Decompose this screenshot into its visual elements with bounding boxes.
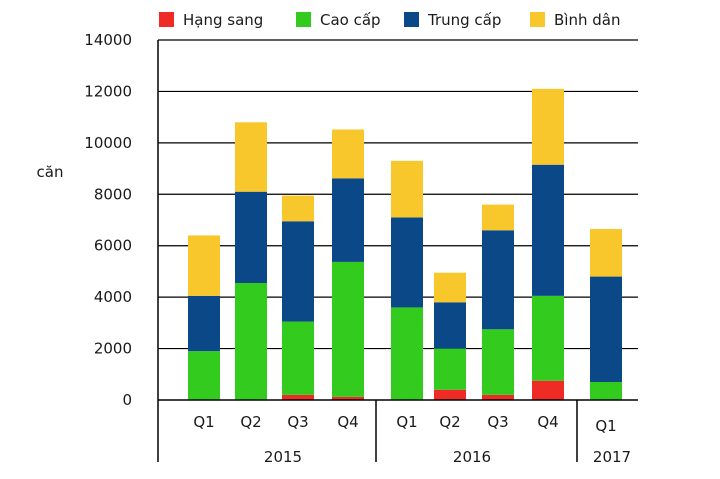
- x-tick-0: Q1: [193, 413, 214, 431]
- x-tick-8: Q1: [595, 417, 616, 435]
- y-tick-10000: 10000: [84, 134, 132, 152]
- bar-binh-dan-1: [235, 122, 267, 192]
- bar-hang-sang-3: [332, 396, 364, 400]
- y-tick-0: 0: [122, 391, 132, 409]
- x-tick-2: Q3: [287, 413, 308, 431]
- legend-label-cao-cap: Cao cấp: [320, 11, 381, 29]
- bar-trung-cap-5: [434, 302, 466, 349]
- bar-cao-cap-0: [188, 351, 220, 400]
- y-tick-4000: 4000: [94, 288, 132, 306]
- bar-hang-sang-2: [282, 394, 314, 400]
- group-label-2017: 2017: [593, 448, 631, 466]
- bar-trung-cap-4: [391, 217, 423, 308]
- x-tick-5: Q2: [439, 413, 460, 431]
- bars: [188, 88, 622, 400]
- bar-cao-cap-3: [332, 261, 364, 397]
- bar-cao-cap-7: [532, 295, 564, 381]
- bar-cao-cap-8: [590, 382, 622, 400]
- legend-swatch-trung-cap: [404, 12, 419, 27]
- y-tick-6000: 6000: [94, 237, 132, 255]
- x-tick-4: Q1: [396, 413, 417, 431]
- x-axis-ticks: Q1 Q2 Q3 Q4 Q1 Q2 Q3 Q4 Q1: [193, 413, 616, 435]
- bar-cao-cap-2: [282, 321, 314, 395]
- legend-label-binh-dan: Bình dân: [554, 11, 620, 29]
- legend: Hạng sang Cao cấp Trung cấp Bình dân: [159, 11, 620, 29]
- bar-binh-dan-7: [532, 88, 564, 165]
- bar-binh-dan-6: [482, 204, 514, 231]
- legend-label-hang-sang: Hạng sang: [183, 11, 263, 29]
- x-tick-6: Q3: [487, 413, 508, 431]
- bar-trung-cap-1: [235, 191, 267, 283]
- bar-trung-cap-0: [188, 295, 220, 352]
- legend-swatch-binh-dan: [530, 12, 545, 27]
- bar-trung-cap-7: [532, 164, 564, 296]
- bar-cao-cap-4: [391, 307, 423, 400]
- x-tick-3: Q4: [337, 413, 358, 431]
- x-tick-1: Q2: [240, 413, 261, 431]
- bar-cao-cap-1: [235, 283, 267, 400]
- bar-cao-cap-5: [434, 348, 466, 390]
- y-tick-12000: 12000: [84, 82, 132, 100]
- group-label-2015: 2015: [264, 448, 302, 466]
- bar-binh-dan-2: [282, 195, 314, 222]
- bar-hang-sang-7: [532, 380, 564, 400]
- bar-trung-cap-6: [482, 230, 514, 330]
- y-tick-14000: 14000: [84, 31, 132, 49]
- bar-hang-sang-6: [482, 394, 514, 400]
- x-axis-groups: 2015 2016 2017: [264, 448, 631, 466]
- bar-binh-dan-8: [590, 229, 622, 277]
- bar-binh-dan-3: [332, 129, 364, 179]
- legend-label-trung-cap: Trung cấp: [427, 11, 501, 29]
- bar-trung-cap-2: [282, 221, 314, 322]
- bar-trung-cap-3: [332, 178, 364, 262]
- x-tick-7: Q4: [537, 413, 558, 431]
- bar-binh-dan-5: [434, 272, 466, 303]
- bar-hang-sang-5: [434, 389, 466, 400]
- group-label-2016: 2016: [453, 448, 491, 466]
- bar-trung-cap-8: [590, 276, 622, 382]
- bar-binh-dan-0: [188, 235, 220, 296]
- y-tick-2000: 2000: [94, 340, 132, 358]
- axes: [157, 40, 638, 462]
- legend-swatch-cao-cap: [296, 12, 311, 27]
- bar-cao-cap-6: [482, 329, 514, 395]
- bar-binh-dan-4: [391, 160, 423, 218]
- y-axis-ticks: 0 2000 4000 6000 8000 10000 12000 14000: [84, 31, 132, 409]
- legend-swatch-hang-sang: [159, 12, 174, 27]
- y-axis-label: căn: [37, 163, 64, 181]
- y-tick-8000: 8000: [94, 185, 132, 203]
